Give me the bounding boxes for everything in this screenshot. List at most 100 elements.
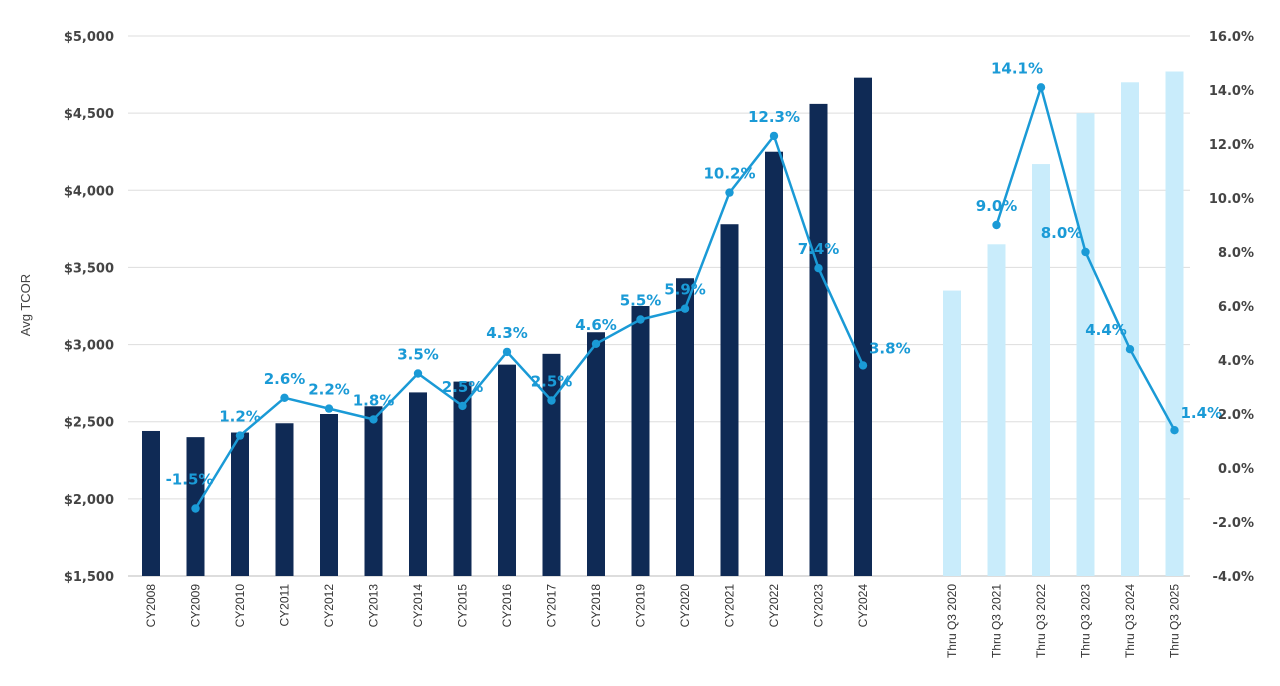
bar bbox=[943, 290, 961, 576]
category-label: CY2012 bbox=[322, 584, 336, 628]
left-tick-label: $4,500 bbox=[64, 107, 114, 122]
bar bbox=[1121, 82, 1139, 577]
category-label: Thru Q3 2021 bbox=[990, 584, 1004, 658]
growth-point bbox=[1036, 83, 1046, 92]
growth-point bbox=[769, 131, 779, 141]
right-tick-label: 10.0% bbox=[1209, 192, 1254, 207]
bar bbox=[231, 432, 249, 576]
data-label: 1.2% bbox=[219, 408, 261, 426]
growth-point bbox=[235, 431, 245, 440]
left-axis-ticks: $5,000 $4,500 $4,000 $3,500 $3,000 $2,500 $2,0… bbox=[64, 30, 114, 585]
category-label: CY2011 bbox=[278, 584, 292, 627]
category-label: CY2024 bbox=[856, 584, 870, 628]
bar bbox=[275, 423, 294, 576]
growth-point bbox=[458, 401, 467, 411]
right-tick-label: 16.0% bbox=[1209, 30, 1254, 45]
category-label: Thru Q3 2025 bbox=[1168, 584, 1182, 658]
growth-point bbox=[1081, 247, 1090, 257]
category-label: Thru Q3 2020 bbox=[945, 584, 959, 658]
bar bbox=[987, 244, 1006, 577]
growth-point bbox=[280, 393, 289, 402]
right-tick-label: 0.0% bbox=[1218, 462, 1254, 477]
category-label: Thru Q3 2024 bbox=[1123, 584, 1137, 658]
category-label: Thru Q3 2022 bbox=[1034, 584, 1048, 658]
bar bbox=[765, 151, 783, 576]
category-label: CY2022 bbox=[767, 584, 781, 628]
left-tick-label: $3,500 bbox=[64, 261, 114, 276]
left-tick-label: $4,000 bbox=[64, 184, 114, 199]
category-label: CY2019 bbox=[634, 584, 648, 628]
left-tick-label: $3,000 bbox=[64, 339, 114, 354]
growth-point bbox=[725, 188, 734, 197]
data-label: 2.6% bbox=[264, 370, 306, 388]
left-tick-label: $2,500 bbox=[64, 416, 114, 431]
bar bbox=[587, 332, 605, 576]
category-label: CY2010 bbox=[233, 584, 247, 628]
growth-point bbox=[369, 415, 378, 424]
growth-point bbox=[680, 304, 690, 313]
growth-line bbox=[194, 134, 865, 510]
category-label: CY2023 bbox=[812, 584, 826, 628]
right-tick-label: 12.0% bbox=[1209, 138, 1254, 153]
data-labels: -1.5%1.2%2.6%2.2%1.8%3.5%2.5%4.3%2.5%4.6… bbox=[166, 59, 1223, 488]
right-tick-label: 4.0% bbox=[1218, 354, 1254, 369]
category-label: CY2014 bbox=[411, 584, 425, 628]
data-label: 7.4% bbox=[798, 240, 840, 258]
data-label: 2.5% bbox=[442, 378, 484, 396]
category-label: CY2016 bbox=[500, 584, 514, 628]
category-label: CY2009 bbox=[189, 584, 203, 628]
bar bbox=[1165, 71, 1184, 576]
data-label: 4.3% bbox=[486, 324, 528, 342]
data-label: 4.6% bbox=[575, 316, 617, 334]
data-label: 10.2% bbox=[703, 165, 755, 183]
growth-points bbox=[191, 83, 1179, 513]
category-label: CY2018 bbox=[589, 584, 603, 628]
bar bbox=[809, 103, 828, 576]
data-label: 4.4% bbox=[1085, 321, 1127, 339]
data-label: 14.1% bbox=[991, 59, 1043, 77]
growth-point bbox=[1170, 426, 1179, 435]
growth-point bbox=[591, 339, 601, 348]
right-axis-ticks: 16.0% 14.0% 12.0% 10.0% 8.0% 6.0% 4.0% 2.0% 0.0%… bbox=[1209, 30, 1254, 585]
data-label: 5.5% bbox=[620, 292, 662, 310]
category-label: CY2008 bbox=[144, 584, 158, 628]
bar bbox=[364, 406, 383, 576]
data-label: 5.9% bbox=[664, 281, 706, 299]
right-tick-label: 8.0% bbox=[1218, 246, 1254, 261]
bar bbox=[854, 77, 872, 577]
data-label: -1.5% bbox=[166, 471, 214, 489]
data-label: 1.4% bbox=[1181, 404, 1223, 422]
right-tick-label: 6.0% bbox=[1218, 300, 1254, 315]
category-label: Thru Q3 2023 bbox=[1079, 584, 1093, 658]
data-label: 3.8% bbox=[869, 339, 911, 357]
category-label: CY2020 bbox=[678, 584, 692, 628]
growth-point bbox=[858, 361, 868, 370]
data-label: 12.3% bbox=[748, 108, 800, 126]
category-label: CY2013 bbox=[367, 584, 381, 628]
growth-point bbox=[1125, 345, 1135, 354]
growth-point bbox=[324, 404, 334, 413]
gridlines bbox=[128, 35, 1190, 577]
data-label: 2.2% bbox=[308, 381, 350, 399]
bar bbox=[409, 392, 427, 576]
bar bbox=[320, 414, 338, 576]
category-label: CY2015 bbox=[456, 584, 470, 628]
bar bbox=[1032, 164, 1050, 577]
growth-point bbox=[502, 347, 512, 357]
right-tick-label: 2.0% bbox=[1218, 408, 1254, 423]
category-label: CY2017 bbox=[545, 584, 559, 628]
bars bbox=[142, 71, 1184, 577]
bar bbox=[631, 306, 650, 576]
right-tick-label: -4.0% bbox=[1213, 570, 1254, 585]
bar bbox=[542, 353, 561, 576]
growth-point bbox=[191, 504, 200, 513]
category-label: CY2021 bbox=[723, 584, 737, 628]
data-label: 3.5% bbox=[397, 346, 439, 364]
bar bbox=[720, 224, 739, 576]
category-labels: CY2008 CY2009 CY2010 CY2011 CY2012 CY2013 CY20… bbox=[144, 584, 1182, 658]
bar bbox=[676, 278, 694, 576]
left-tick-label: $2,000 bbox=[64, 493, 114, 508]
data-label: 1.8% bbox=[353, 391, 395, 409]
right-tick-label: -2.0% bbox=[1213, 516, 1254, 531]
